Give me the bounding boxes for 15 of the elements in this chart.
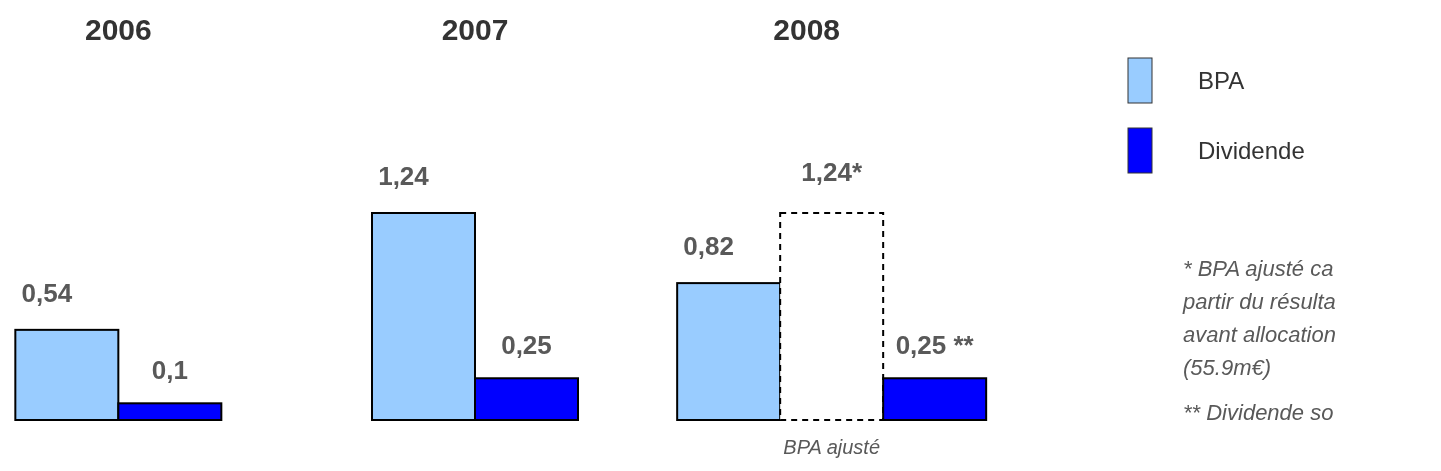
x-tick-label: 2008 [773, 13, 841, 46]
data-label: 1,24 [378, 161, 430, 191]
data-label: 0,82 [683, 231, 734, 262]
data-label: 1,24* [801, 157, 863, 187]
text: ** Dividende so [1183, 400, 1334, 425]
text: * BPA ajusté ca partir du résulta avant allocation (55.9m€) [1182, 256, 1336, 380]
data-label: 0,25 [501, 330, 552, 361]
data-label: 0,1 [151, 355, 188, 386]
data-label: 0,25 ** [895, 330, 975, 361]
x-tick-label: 2007 [441, 13, 509, 46]
data-label: 0,54 [21, 277, 73, 308]
legend-label: Dividende [1198, 137, 1305, 164]
x-tick-label: 2006 [84, 13, 152, 46]
series-label: BPA ajusté [783, 436, 881, 458]
legend-label: BPA [1198, 67, 1245, 94]
